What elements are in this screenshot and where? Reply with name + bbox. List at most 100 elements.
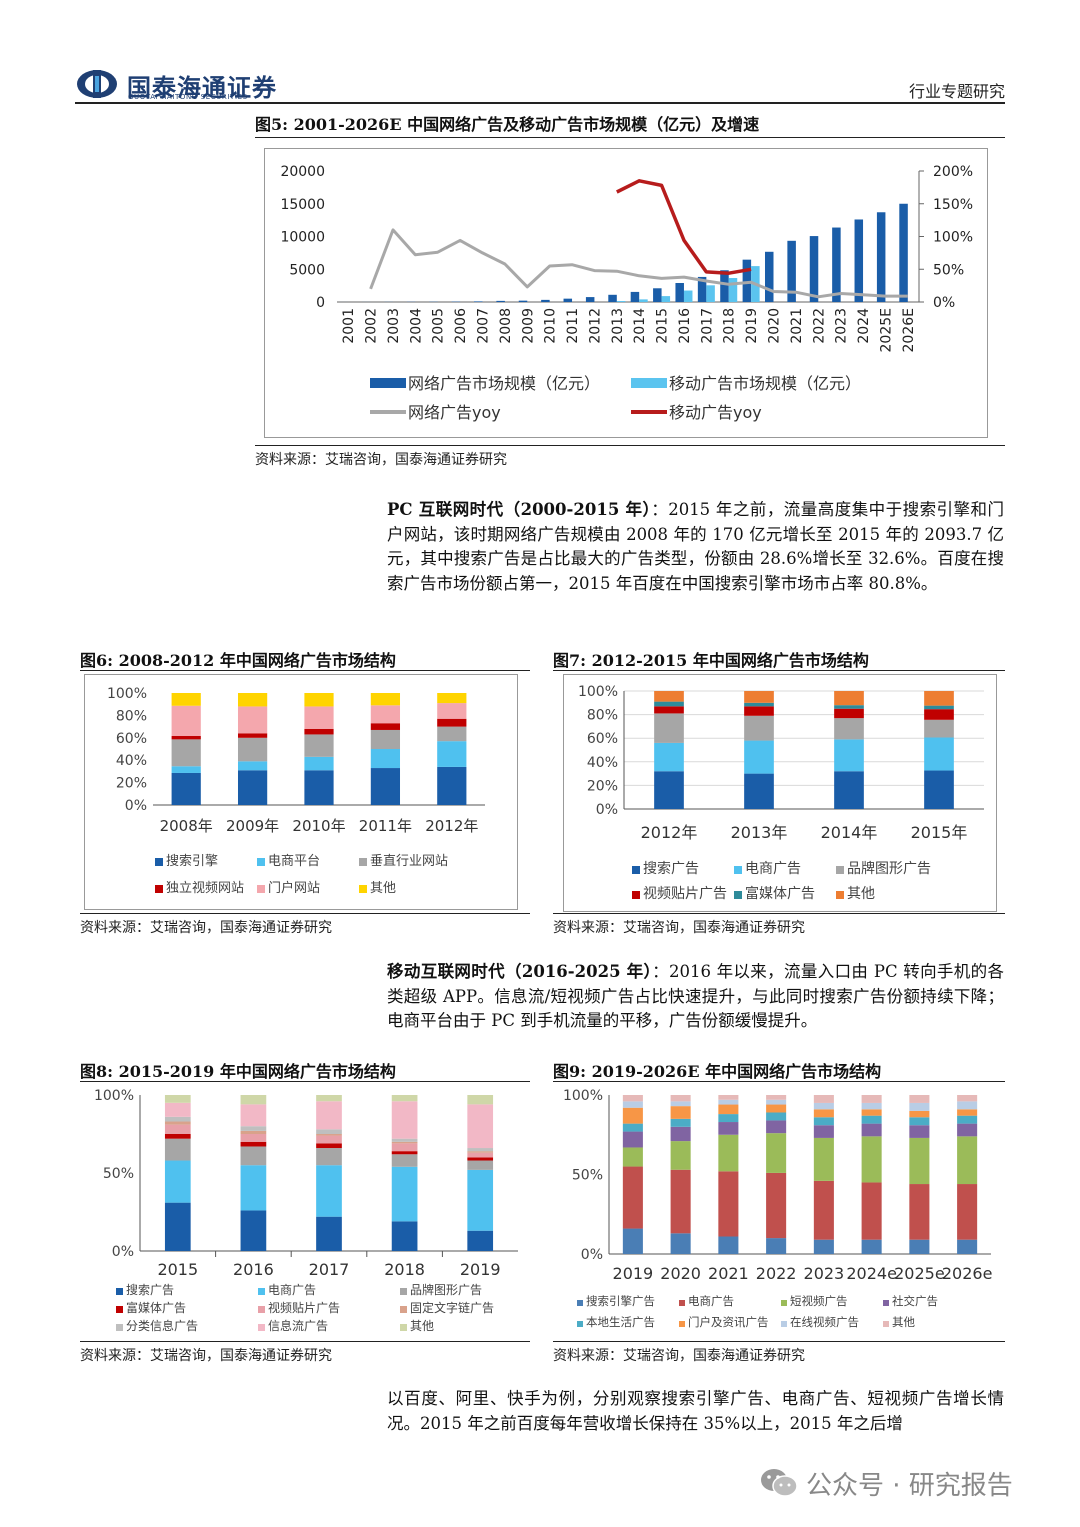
fig6-bar-segment (171, 766, 201, 773)
fig9-bar-segment (813, 1117, 834, 1126)
fig5-y2-tick-label: 100% (933, 230, 973, 246)
fig9-bar-segment (861, 1123, 882, 1137)
fig5-bar-web (675, 283, 684, 302)
fig7-bar-segment (924, 719, 954, 738)
fig5-bar-web (854, 219, 864, 302)
fig5-x-tick-label: 2018 (722, 308, 738, 344)
fig9-legend-swatch (883, 1321, 889, 1327)
fig9-bar-segment (813, 1109, 834, 1118)
fig9-bar-segment (766, 1104, 787, 1113)
fig8-bar-segment (164, 1202, 191, 1251)
fig9-bar-segment (622, 1123, 643, 1132)
fig9-bar-segment (909, 1095, 930, 1103)
fig6-legend-swatch (359, 885, 367, 893)
fig9-legend-swatch (781, 1300, 787, 1306)
fig8-y-tick-label: 100% (94, 1088, 134, 1104)
paragraph-mobile-era: 移动互联网时代（2016-2025 年）：2016 年以来，流量入口由 PC 转… (387, 960, 1004, 1034)
fig7-bar-segment (654, 701, 684, 707)
fig8-bar-segment (391, 1221, 418, 1251)
fig9-bar-segment (766, 1112, 787, 1121)
fig5-bar-web (496, 300, 505, 302)
fig9-bar-segment (813, 1137, 834, 1181)
fig5-x-tick-label: 2024 (856, 308, 872, 344)
fig9-bar-segment (718, 1104, 739, 1115)
fig5-legend-label: 移动广告yoy (669, 403, 762, 422)
fig6-legend-label: 其他 (370, 881, 396, 896)
fig6-bar-segment (304, 756, 334, 771)
fig8-chart-svg: 0% 50% 100% 2015 2016 2017 2018 2019 搜索广告 电商广告 品牌图… (94, 1088, 518, 1333)
fig5-y2-tick-label: 0% (933, 295, 955, 311)
fig9-legend-swatch (577, 1321, 583, 1327)
fig8-bar-segment (164, 1160, 191, 1203)
fig9-bar-segment (622, 1228, 643, 1254)
fig5-bar-mobile (706, 285, 715, 302)
fig5-bar-mobile (616, 301, 626, 302)
fig5-x-tick-label: 2013 (610, 308, 626, 344)
fig5-x-tick-label: 2010 (543, 308, 559, 344)
fig6-chart: 0% 20% 40% 60% 80% 100% 2008年 2009年 2010年 2011年 20… (84, 674, 518, 910)
fig9-bar-segment (909, 1110, 930, 1118)
fig5-bar-web (720, 270, 729, 302)
fig5-x-tick-label: 2019 (744, 308, 760, 344)
fig8-chart: 0% 50% 100% 2015 2016 2017 2018 2019 搜索广告 电商广告 品牌图… (80, 1083, 520, 1339)
fig6-y-tick-label: 40% (116, 753, 147, 769)
fig6-bar-segment (304, 770, 334, 805)
fig9-x-tick-label: 2023 (804, 1264, 845, 1283)
fig9-bar-segment (718, 1134, 739, 1172)
fig8-bar-segment (240, 1130, 267, 1134)
fig5-x-tick-label: 2001 (341, 308, 357, 344)
fig6-bar-segment (171, 739, 201, 767)
fig8-bar-segment (164, 1134, 191, 1139)
paragraph-pc-era: PC 互联网时代（2000-2015 年）：2015 年之前，流量高度集中于搜索… (387, 498, 1004, 596)
fig7-legend-label: 搜索广告 (643, 860, 699, 877)
fig8-bar-segment (240, 1126, 267, 1131)
fig6-bar-segment (304, 706, 334, 729)
fig8-legend-swatch (258, 1306, 265, 1313)
fig8-bar-segment (240, 1095, 267, 1105)
fig5-bar-mobile (728, 278, 738, 302)
fig9-bar-segment (670, 1126, 691, 1142)
fig9-bar-segment (861, 1109, 882, 1116)
fig8-bar-segment (467, 1230, 494, 1251)
fig8-bar-segment (164, 1095, 191, 1103)
fig5-x-tick-label: 2017 (699, 308, 715, 344)
fig7-legend-label: 富媒体广告 (745, 885, 815, 902)
fig9-legend-swatch (679, 1321, 685, 1327)
fig8-bar-segment (391, 1151, 418, 1155)
fig7-legend-swatch (734, 866, 742, 874)
fig9-legend-swatch (883, 1300, 889, 1306)
fig9-y-tick-label: 100% (563, 1088, 603, 1104)
fig9-bar-segment (670, 1101, 691, 1107)
fig8-bar-segment (240, 1146, 267, 1166)
fig6-bar-segment (237, 693, 268, 707)
fig5-bar-web (630, 291, 640, 302)
fig9-bar-segment (813, 1239, 834, 1254)
fig7-bar-segment (924, 691, 954, 706)
fig9-bar-segment (861, 1102, 882, 1110)
fig5-y2-tick-label: 200% (933, 164, 973, 180)
fig9-legend-label: 电商广告 (688, 1294, 734, 1308)
fig7-bar-segment (744, 715, 774, 741)
fig6-bar-segment (370, 705, 401, 724)
fig6-x-tick-label: 2010年 (292, 817, 345, 835)
fig8-bar-segment (391, 1143, 418, 1152)
fig6-bar-segment (237, 706, 268, 734)
fig5-bar-web (809, 236, 819, 302)
section-label: 行业专题研究 (908, 82, 1005, 101)
fig9-bar-segment (670, 1141, 691, 1170)
fig5-x-tick-label: 2004 (408, 308, 424, 344)
fig9-x-tick-label: 2022 (756, 1264, 797, 1283)
fig5-y-tick-label: 20000 (280, 164, 325, 180)
fig7-bar-segment (654, 771, 684, 809)
fig7-bar-segment (744, 773, 774, 809)
fig5-x-tick-label: 2012 (587, 308, 603, 344)
fig6-bar-segment (304, 728, 334, 735)
fig8-legend-swatch (400, 1324, 407, 1331)
fig9-bar-segment (957, 1123, 978, 1137)
fig9-bar-segment (766, 1238, 787, 1254)
fig7-x-tick-label: 2015年 (911, 823, 968, 842)
paragraph-pc-era-body: ：2015 年之前，流量高度集中于搜索引擎和门户网站，该时期网络广告规模由 20… (387, 500, 1004, 593)
fig9-bar-segment (718, 1095, 739, 1100)
fig5-y-tick-label: 0 (316, 295, 325, 311)
fig8-bar-segment (391, 1138, 418, 1142)
